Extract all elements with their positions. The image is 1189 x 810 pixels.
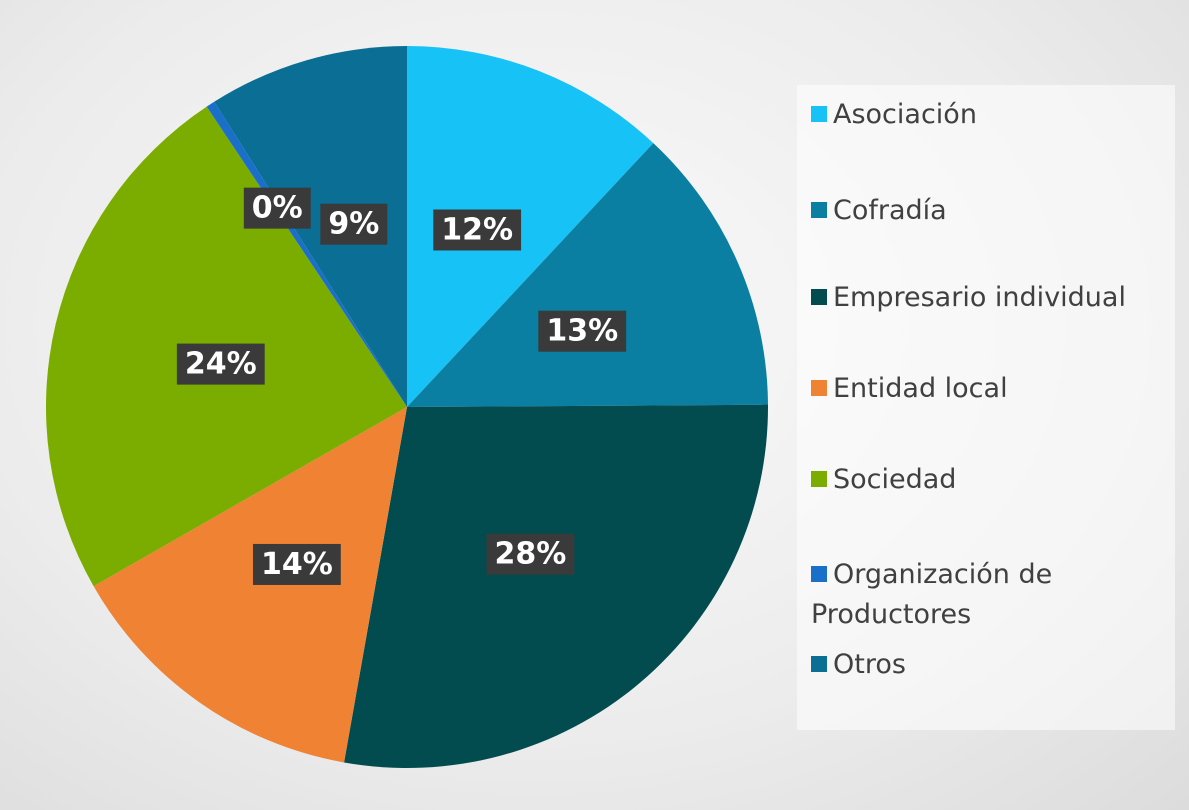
legend: Asociación Cofradía Empresario individual E… [797,85,1175,730]
legend-swatch [811,566,827,582]
data-label: 13% [538,310,627,352]
data-label-box [176,343,265,385]
legend-swatch [811,656,827,672]
pie-slice [344,404,768,768]
data-label: 28% [486,533,575,575]
legend-item: Organización de Productores [811,555,1171,635]
legend-swatch [811,106,827,122]
data-label-box [320,203,388,245]
pie-slice [407,46,654,407]
data-label: 24% [176,343,265,385]
data-label-text: 9% [328,207,379,242]
data-label: 14% [252,543,341,585]
data-label-box [433,209,522,251]
legend-item: Empresario individual [811,278,1171,318]
data-label-box [486,533,575,575]
legend-label: Cofradía [833,195,947,226]
pie-slice [407,143,768,407]
data-label-text: 24% [185,347,257,382]
legend-swatch [811,471,827,487]
legend-label: Otros [833,649,906,680]
data-label-text: 12% [441,213,513,248]
legend-item: Sociedad [811,460,1171,500]
data-label-box [243,187,311,229]
pie-slice [93,407,407,763]
legend-label: Entidad local [833,373,1008,404]
legend-item: Asociación [811,95,1171,135]
data-label: 12% [433,209,522,251]
legend-label: Sociedad [833,464,957,495]
legend-label: Asociación [833,99,977,130]
legend-item: Otros [811,645,1171,685]
data-label-box [538,310,627,352]
data-label-text: 28% [494,537,566,572]
data-label: 9% [320,203,388,245]
legend-item: Cofradía [811,191,1171,231]
legend-item: Entidad local [811,369,1171,409]
data-label-box [252,543,341,585]
data-label-text: 0% [252,191,303,226]
data-label-text: 13% [546,314,618,349]
legend-label: Empresario individual [833,282,1126,313]
legend-label: Organización de Productores [811,559,1053,630]
data-label: 0% [243,187,311,229]
legend-swatch [811,289,827,305]
pie-slice [206,101,407,407]
legend-swatch [811,202,827,218]
data-label-text: 14% [261,547,333,582]
legend-swatch [811,380,827,396]
